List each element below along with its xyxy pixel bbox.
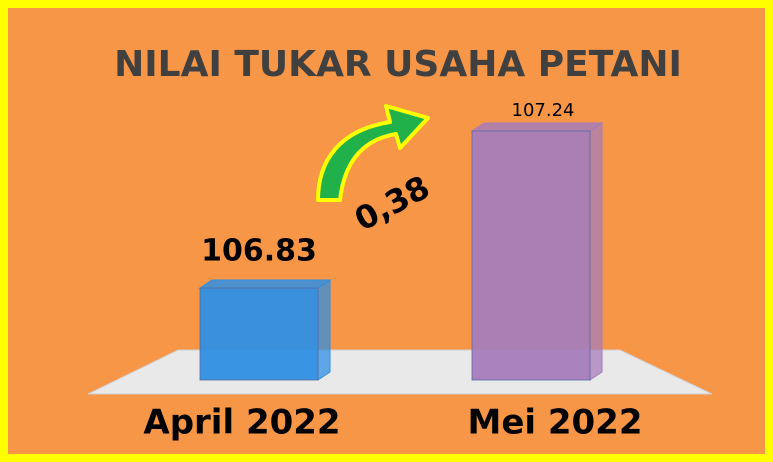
- bar: [471, 130, 591, 381]
- x-tick-label: Mei 2022: [467, 403, 642, 443]
- bar: [199, 287, 319, 381]
- bar-top: [470, 122, 604, 132]
- floor: [87, 349, 713, 395]
- data-label: 106.83: [201, 234, 317, 269]
- trend-arrow: [316, 104, 430, 202]
- data-label: 107.24: [512, 100, 575, 121]
- bar-top: [198, 279, 332, 289]
- chart-title: NILAI TUKAR USAHA PETANI: [114, 44, 682, 85]
- bar-side: [589, 122, 603, 381]
- bar-side: [317, 279, 331, 381]
- x-tick-label: April 2022: [143, 403, 340, 443]
